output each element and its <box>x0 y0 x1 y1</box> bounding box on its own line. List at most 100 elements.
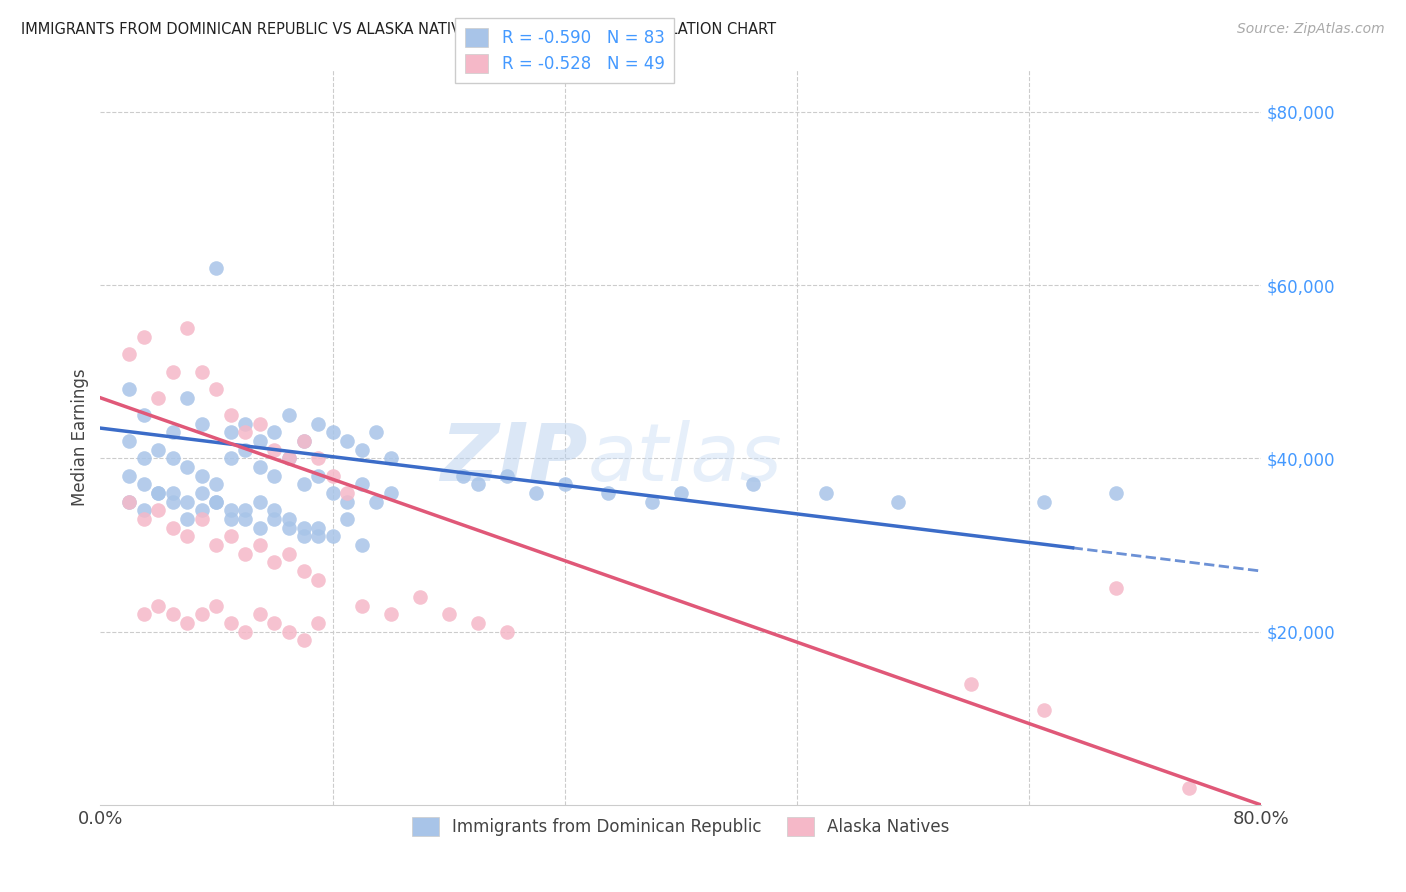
Point <box>278 512 301 526</box>
Text: IMMIGRANTS FROM DOMINICAN REPUBLIC VS ALASKA NATIVE MEDIAN EARNINGS CORRELATION : IMMIGRANTS FROM DOMINICAN REPUBLIC VS AL… <box>21 22 776 37</box>
Point <box>132 503 155 517</box>
Point <box>307 529 329 543</box>
Point <box>162 607 184 622</box>
Point <box>292 434 315 449</box>
Point <box>249 607 271 622</box>
Point <box>148 486 170 500</box>
Point <box>278 521 301 535</box>
Point <box>148 503 170 517</box>
Point <box>219 615 242 630</box>
Point <box>292 434 315 449</box>
Point <box>235 547 257 561</box>
Point <box>219 451 242 466</box>
Point <box>176 615 198 630</box>
Legend: Immigrants from Dominican Republic, Alaska Natives: Immigrants from Dominican Republic, Alas… <box>404 809 957 845</box>
Point <box>191 503 214 517</box>
Point <box>495 468 517 483</box>
Text: ZIP: ZIP <box>440 420 588 498</box>
Point <box>380 486 402 500</box>
Point <box>278 624 301 639</box>
Point <box>887 494 910 508</box>
Point <box>132 512 155 526</box>
Point <box>278 451 301 466</box>
Point <box>132 477 155 491</box>
Point <box>408 590 430 604</box>
Point <box>322 486 344 500</box>
Point <box>235 442 257 457</box>
Y-axis label: Median Earnings: Median Earnings <box>72 368 89 506</box>
Point <box>278 408 301 422</box>
Point <box>350 599 373 613</box>
Point <box>118 382 141 396</box>
Point <box>162 365 184 379</box>
Point <box>263 512 285 526</box>
Point <box>162 494 184 508</box>
Point <box>437 607 460 622</box>
Point <box>350 442 373 457</box>
Point <box>380 607 402 622</box>
Point <box>322 468 344 483</box>
Point <box>364 425 387 440</box>
Point <box>205 599 228 613</box>
Point <box>336 512 359 526</box>
Point <box>307 451 329 466</box>
Point <box>292 633 315 648</box>
Point <box>960 676 983 690</box>
Point <box>307 417 329 431</box>
Point <box>249 494 271 508</box>
Point <box>292 521 315 535</box>
Point <box>249 538 271 552</box>
Point <box>451 468 474 483</box>
Point <box>467 477 489 491</box>
Point <box>1032 494 1054 508</box>
Point <box>148 599 170 613</box>
Point <box>467 615 489 630</box>
Point <box>191 365 214 379</box>
Point <box>307 521 329 535</box>
Point <box>263 503 285 517</box>
Point <box>322 425 344 440</box>
Point <box>219 425 242 440</box>
Point <box>118 494 141 508</box>
Point <box>495 624 517 639</box>
Point <box>364 494 387 508</box>
Point <box>176 321 198 335</box>
Point <box>278 451 301 466</box>
Point <box>350 538 373 552</box>
Point <box>205 477 228 491</box>
Point <box>176 460 198 475</box>
Point <box>205 494 228 508</box>
Point <box>292 477 315 491</box>
Point <box>118 347 141 361</box>
Point <box>176 512 198 526</box>
Point <box>132 330 155 344</box>
Point <box>132 408 155 422</box>
Point <box>380 451 402 466</box>
Point <box>235 425 257 440</box>
Point <box>132 451 155 466</box>
Point <box>249 460 271 475</box>
Point <box>263 425 285 440</box>
Point <box>292 529 315 543</box>
Point <box>263 442 285 457</box>
Point <box>1105 582 1128 596</box>
Point <box>249 521 271 535</box>
Point <box>148 442 170 457</box>
Point <box>1032 703 1054 717</box>
Point <box>263 615 285 630</box>
Point <box>263 468 285 483</box>
Point <box>292 564 315 578</box>
Point <box>219 503 242 517</box>
Point <box>669 486 692 500</box>
Point <box>219 408 242 422</box>
Point <box>524 486 547 500</box>
Point <box>235 624 257 639</box>
Point <box>263 555 285 569</box>
Point <box>641 494 664 508</box>
Point <box>205 260 228 275</box>
Text: Source: ZipAtlas.com: Source: ZipAtlas.com <box>1237 22 1385 37</box>
Point <box>191 468 214 483</box>
Point <box>814 486 837 500</box>
Point <box>307 468 329 483</box>
Point <box>336 434 359 449</box>
